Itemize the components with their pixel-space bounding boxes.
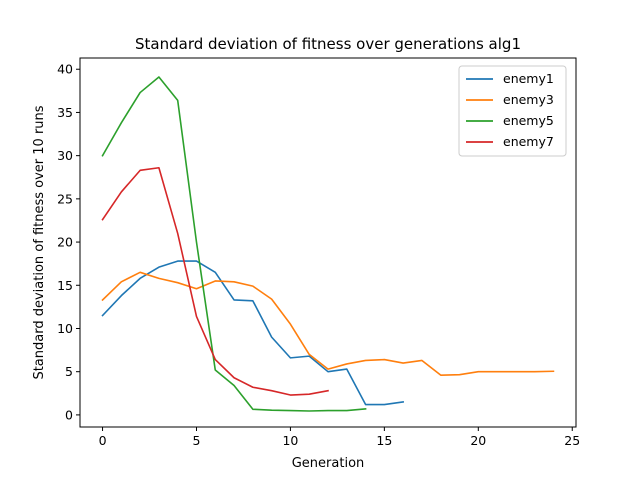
series-line-enemy5	[101, 76, 367, 412]
y-tick-label: 15	[57, 278, 73, 293]
x-axis: 0 5 10 15 20 25	[99, 427, 580, 448]
y-tick-label: 10	[57, 321, 73, 336]
series-line-enemy3	[101, 271, 555, 376]
y-axis: 0 5 10 15 20 25 30 35 40	[57, 62, 80, 422]
x-tick-label: 20	[470, 433, 486, 448]
y-tick-label: 35	[57, 105, 73, 120]
x-tick-label: 10	[282, 433, 298, 448]
y-tick-label: 0	[65, 407, 73, 422]
y-tick-label: 30	[57, 148, 73, 163]
y-axis-label: Standard deviation of fitness over 10 ru…	[32, 105, 47, 379]
legend-label-enemy1: enemy1	[503, 71, 554, 86]
legend-label-enemy5: enemy5	[503, 113, 554, 128]
y-tick-label: 5	[65, 364, 73, 379]
legend-box	[458, 65, 567, 157]
x-axis-label: Generation	[292, 456, 365, 471]
series-line-enemy7	[101, 166, 329, 396]
legend-label-enemy7: enemy7	[503, 134, 554, 149]
y-tick-label: 25	[57, 191, 73, 206]
y-tick-label: 40	[57, 62, 73, 77]
chart-title: Standard deviation of fitness over gener…	[135, 35, 521, 53]
x-tick-label: 25	[564, 433, 580, 448]
y-tick-label: 20	[57, 235, 73, 250]
series-line-enemy1	[101, 260, 405, 406]
x-tick-label: 5	[193, 433, 201, 448]
legend: enemy1 enemy3 enemy5 enemy7	[458, 65, 567, 157]
x-tick-label: 15	[376, 433, 392, 448]
legend-label-enemy3: enemy3	[503, 92, 554, 107]
plot-area	[101, 76, 555, 412]
x-tick-label: 0	[99, 433, 107, 448]
